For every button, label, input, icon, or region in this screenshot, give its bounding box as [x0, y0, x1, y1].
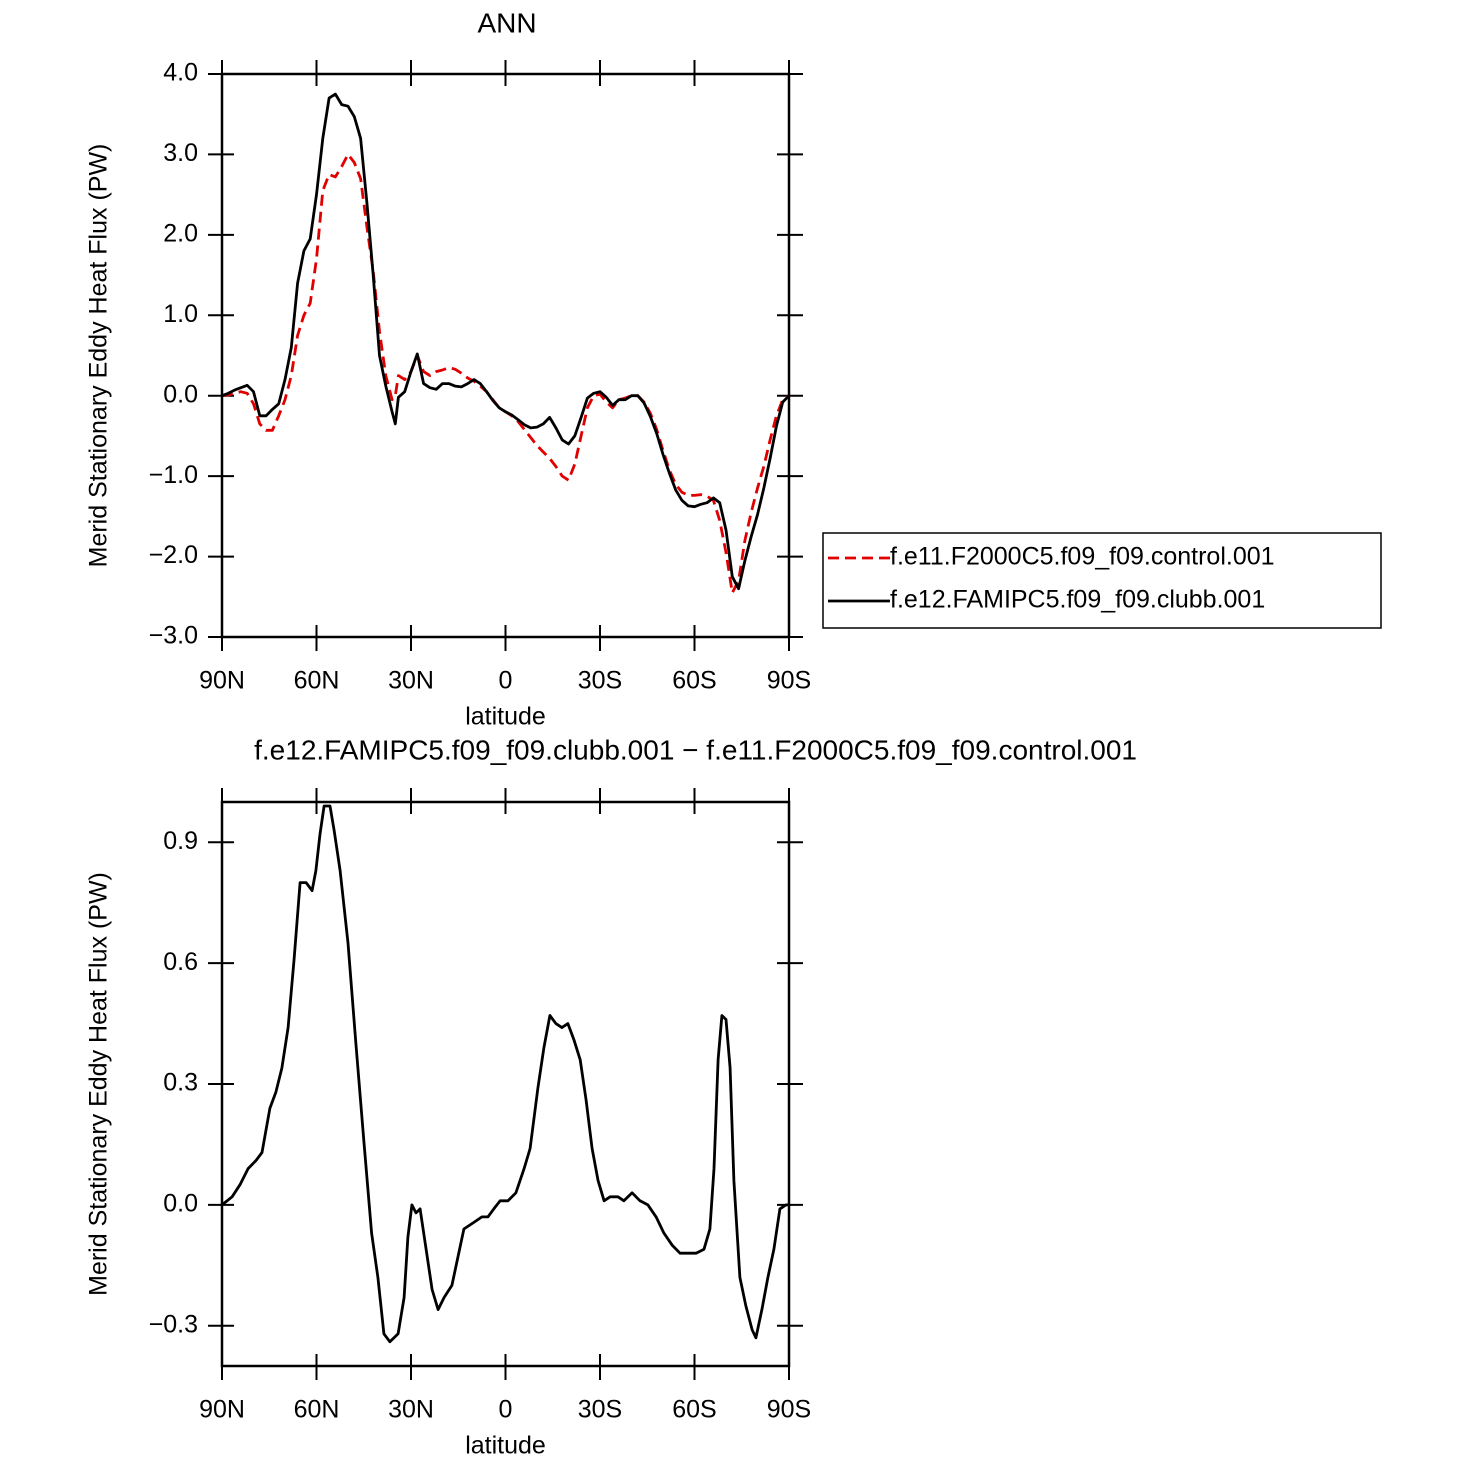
x-tick-label: 0	[499, 1396, 513, 1424]
x-tick-label: 60N	[294, 667, 340, 695]
chart-title: f.e12.FAMIPC5.f09_f09.clubb.001 − f.e11.…	[254, 734, 1137, 765]
y-tick-label: −1.0	[149, 461, 198, 489]
y-tick-label: 3.0	[163, 139, 198, 167]
y-tick-label: 4.0	[163, 59, 198, 87]
x-axis-label: latitude	[465, 703, 546, 731]
x-tick-label: 30N	[388, 667, 434, 695]
x-tick-label: 30S	[578, 1396, 622, 1424]
x-axis-label: latitude	[465, 1432, 546, 1460]
plot-frame	[220, 72, 791, 639]
data-line	[221, 153, 790, 595]
legend-box	[822, 532, 1382, 629]
data-line	[221, 92, 790, 591]
x-tick-label: 0	[499, 667, 513, 695]
x-tick-label: 90S	[767, 667, 811, 695]
y-tick-label: 0.0	[163, 380, 198, 408]
chart-title: ANN	[477, 7, 536, 38]
data-line	[221, 804, 789, 1344]
plot-frame	[220, 800, 791, 1368]
y-tick-label: 0.6	[163, 948, 198, 976]
y-tick-label: −3.0	[149, 622, 198, 650]
x-tick-label: 60N	[294, 1396, 340, 1424]
y-tick-label: −0.3	[149, 1310, 198, 1338]
legend-label: f.e12.FAMIPC5.f09_f09.clubb.001	[890, 586, 1265, 614]
y-tick-label: 2.0	[163, 219, 198, 247]
x-tick-label: 60S	[672, 1396, 716, 1424]
y-tick-label: −2.0	[149, 541, 198, 569]
y-tick-label: 1.0	[163, 300, 198, 328]
x-tick-label: 90S	[767, 1396, 811, 1424]
y-axis-label: Merid Stationary Eddy Heat Flux (PW)	[85, 144, 113, 568]
x-tick-label: 30N	[388, 1396, 434, 1424]
x-tick-label: 90N	[199, 667, 245, 695]
y-tick-label: 0.9	[163, 827, 198, 855]
x-tick-label: 90N	[199, 1396, 245, 1424]
x-tick-label: 60S	[672, 667, 716, 695]
legend-label: f.e11.F2000C5.f09_f09.control.001	[890, 543, 1275, 571]
y-tick-label: 0.0	[163, 1189, 198, 1217]
y-tick-label: 0.3	[163, 1069, 198, 1097]
x-tick-label: 30S	[578, 667, 622, 695]
y-axis-label: Merid Stationary Eddy Heat Flux (PW)	[85, 872, 113, 1296]
